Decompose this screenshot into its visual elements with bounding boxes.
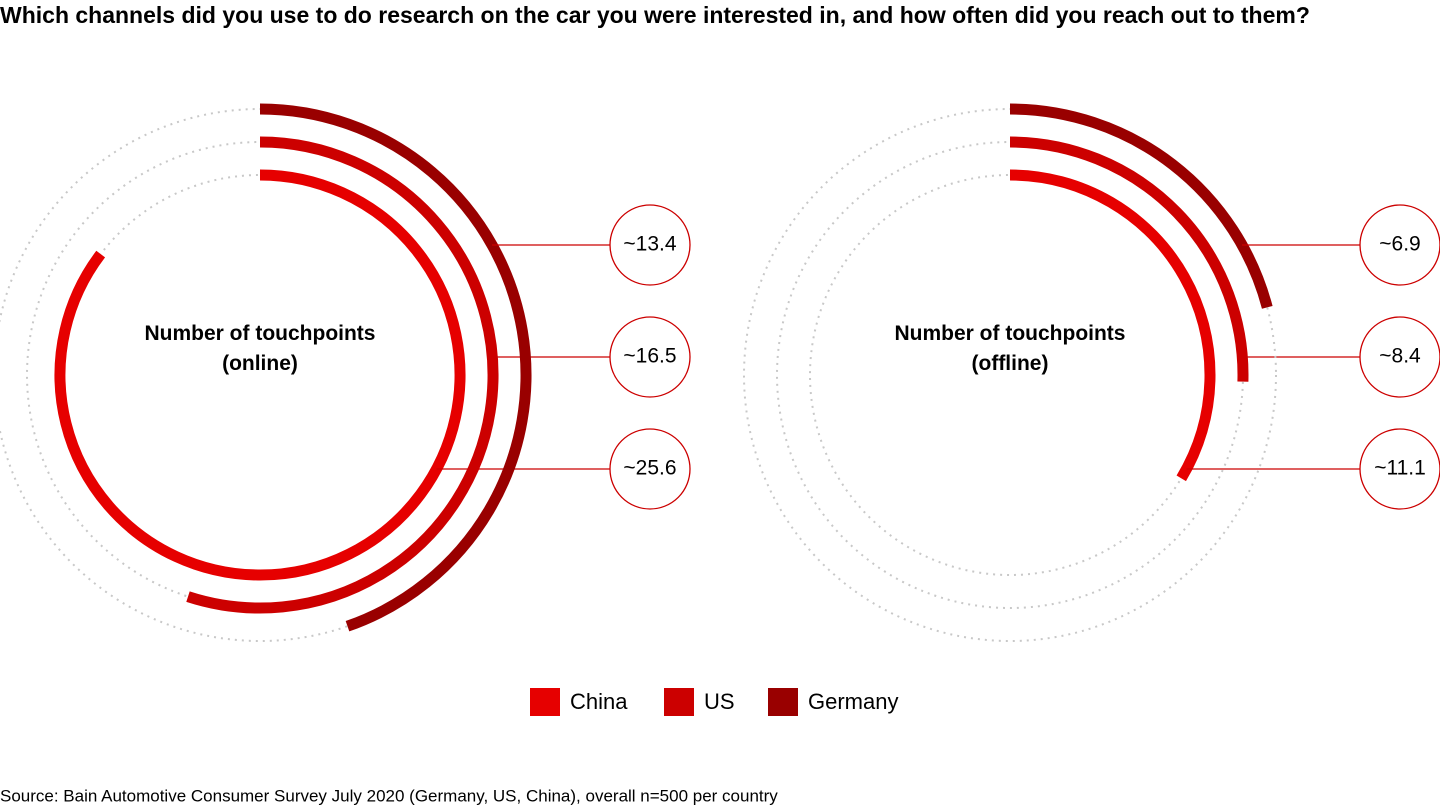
arc-bar: [1009, 136, 1249, 382]
center-label-line: (offline): [972, 352, 1049, 375]
value-label: ~16.5: [623, 345, 676, 368]
legend-label: China: [570, 689, 628, 714]
center-label-line: Number of touchpoints: [145, 322, 376, 345]
source-note: Source: Bain Automotive Consumer Survey …: [0, 786, 778, 805]
arc-bar: [259, 103, 532, 632]
legend-label: Germany: [808, 689, 898, 714]
callout-circle: [1359, 204, 1440, 286]
value-label: ~25.6: [623, 457, 676, 480]
legend-label: US: [704, 689, 735, 714]
arc-bar: [54, 169, 466, 581]
center-label: Number of touchpoints (offline): [895, 322, 1126, 375]
legend-swatch: [768, 688, 798, 716]
value-label: ~11.1: [1374, 457, 1426, 480]
callout-circle: [1359, 316, 1440, 398]
center-label-line: (online): [222, 352, 298, 375]
value-label: ~6.9: [1379, 233, 1420, 256]
legend-swatch: [664, 688, 694, 716]
center-label-line: Number of touchpoints: [895, 322, 1126, 345]
value-label: ~13.4: [623, 233, 676, 256]
legend-swatch: [530, 688, 560, 716]
arc-bar: [1009, 169, 1216, 482]
track: [743, 108, 1277, 642]
callout-circle: [609, 316, 691, 398]
arc-bar: [186, 136, 499, 614]
center-label: Number of touchpoints (online): [145, 322, 376, 375]
page-title: Which channels did you use to do researc…: [0, 2, 1310, 28]
callout-circle: [609, 428, 691, 510]
callout-circle: [609, 204, 691, 286]
value-label: ~8.4: [1379, 345, 1421, 368]
arc-bar: [1009, 103, 1273, 309]
callout-circle: [1359, 428, 1440, 510]
